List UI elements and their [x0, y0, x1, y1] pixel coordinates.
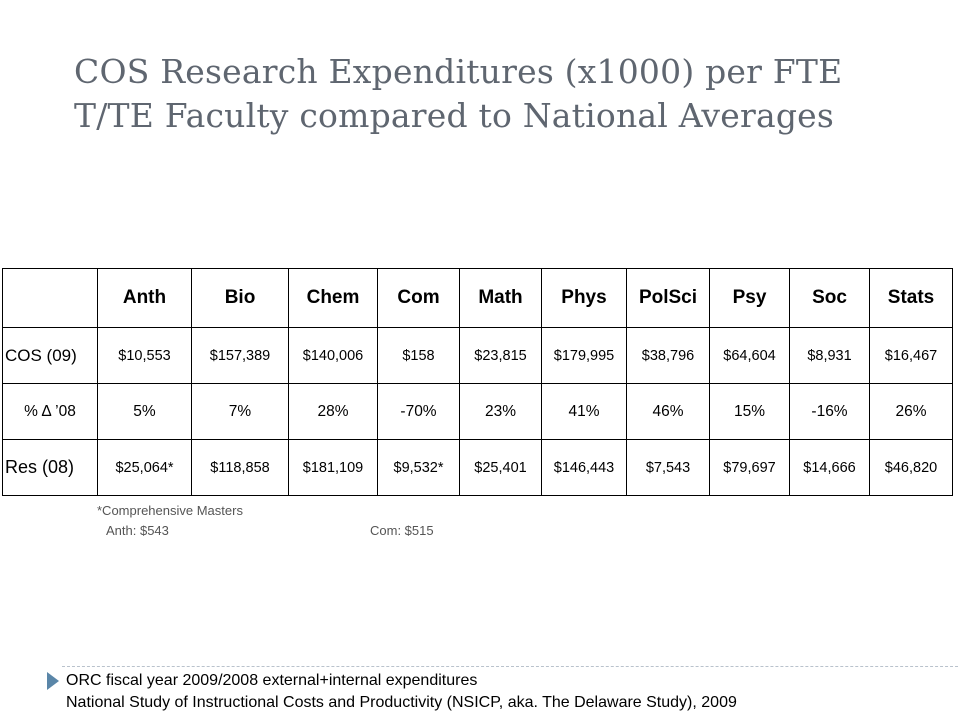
table-cell: $118,858 — [191, 439, 289, 496]
table-row: Res (08) $25,064* $118,858 $181,109 $9,5… — [2, 439, 953, 496]
header-cell-chem: Chem — [288, 268, 378, 328]
table-cell: 23% — [459, 383, 542, 440]
header-cell-anth: Anth — [97, 268, 192, 328]
source-line-1: ORC fiscal year 2009/2008 external+inter… — [66, 672, 478, 689]
table-cell: 46% — [626, 383, 710, 440]
title-line-2: T/TE Faculty compared to National Averag… — [74, 96, 835, 135]
header-cell-psy: Psy — [709, 268, 790, 328]
header-cell-phys: Phys — [541, 268, 627, 328]
source-line-2: National Study of Instructional Costs an… — [66, 694, 737, 711]
table-cell: $16,467 — [869, 327, 953, 384]
table-cell: 28% — [288, 383, 378, 440]
table-cell: $158 — [377, 327, 460, 384]
bullet-arrow-icon — [47, 672, 59, 690]
table-header-row: Anth Bio Chem Com Math Phys PolSci Psy S… — [2, 268, 953, 328]
table-cell: $25,401 — [459, 439, 542, 496]
table-row: % Δ ’08 5% 7% 28% -70% 23% 41% 46% 15% -… — [2, 383, 953, 440]
table-cell: 15% — [709, 383, 790, 440]
table-cell: 26% — [869, 383, 953, 440]
header-cell-soc: Soc — [789, 268, 870, 328]
table-cell: $79,697 — [709, 439, 790, 496]
table-cell: $25,064* — [97, 439, 192, 496]
header-cell-empty — [2, 268, 98, 328]
title-line-1: COS Research Expenditures (x1000) per FT… — [74, 52, 843, 91]
header-cell-com: Com — [377, 268, 460, 328]
table-cell: $23,815 — [459, 327, 542, 384]
header-cell-math: Math — [459, 268, 542, 328]
table-cell: $140,006 — [288, 327, 378, 384]
header-cell-bio: Bio — [191, 268, 289, 328]
table-cell: 41% — [541, 383, 627, 440]
table-cell: $7,543 — [626, 439, 710, 496]
table-cell: $10,553 — [97, 327, 192, 384]
row-label: COS (09) — [2, 327, 98, 384]
table-cell: 7% — [191, 383, 289, 440]
table-row: COS (09) $10,553 $157,389 $140,006 $158 … — [2, 327, 953, 384]
header-cell-stats: Stats — [869, 268, 953, 328]
footnote-title: *Comprehensive Masters — [97, 503, 243, 518]
footnote-anth: Anth: $543 — [106, 523, 169, 538]
table-cell: $9,532* — [377, 439, 460, 496]
table-cell: $8,931 — [789, 327, 870, 384]
table-cell: $146,443 — [541, 439, 627, 496]
table-cell: $14,666 — [789, 439, 870, 496]
footnote-com: Com: $515 — [370, 523, 434, 538]
table-cell: 5% — [97, 383, 192, 440]
table-cell: $46,820 — [869, 439, 953, 496]
table-cell: -16% — [789, 383, 870, 440]
table-cell: $179,995 — [541, 327, 627, 384]
footer-divider — [62, 666, 960, 667]
table-cell: $38,796 — [626, 327, 710, 384]
table-cell: $157,389 — [191, 327, 289, 384]
table-cell: -70% — [377, 383, 460, 440]
row-label: Res (08) — [2, 439, 98, 496]
header-cell-polsci: PolSci — [626, 268, 710, 328]
row-label: % Δ ’08 — [2, 383, 98, 440]
slide-title: COS Research Expenditures (x1000) per FT… — [74, 50, 934, 138]
table-cell: $64,604 — [709, 327, 790, 384]
table-cell: $181,109 — [288, 439, 378, 496]
expenditures-table: Anth Bio Chem Com Math Phys PolSci Psy S… — [2, 268, 953, 496]
